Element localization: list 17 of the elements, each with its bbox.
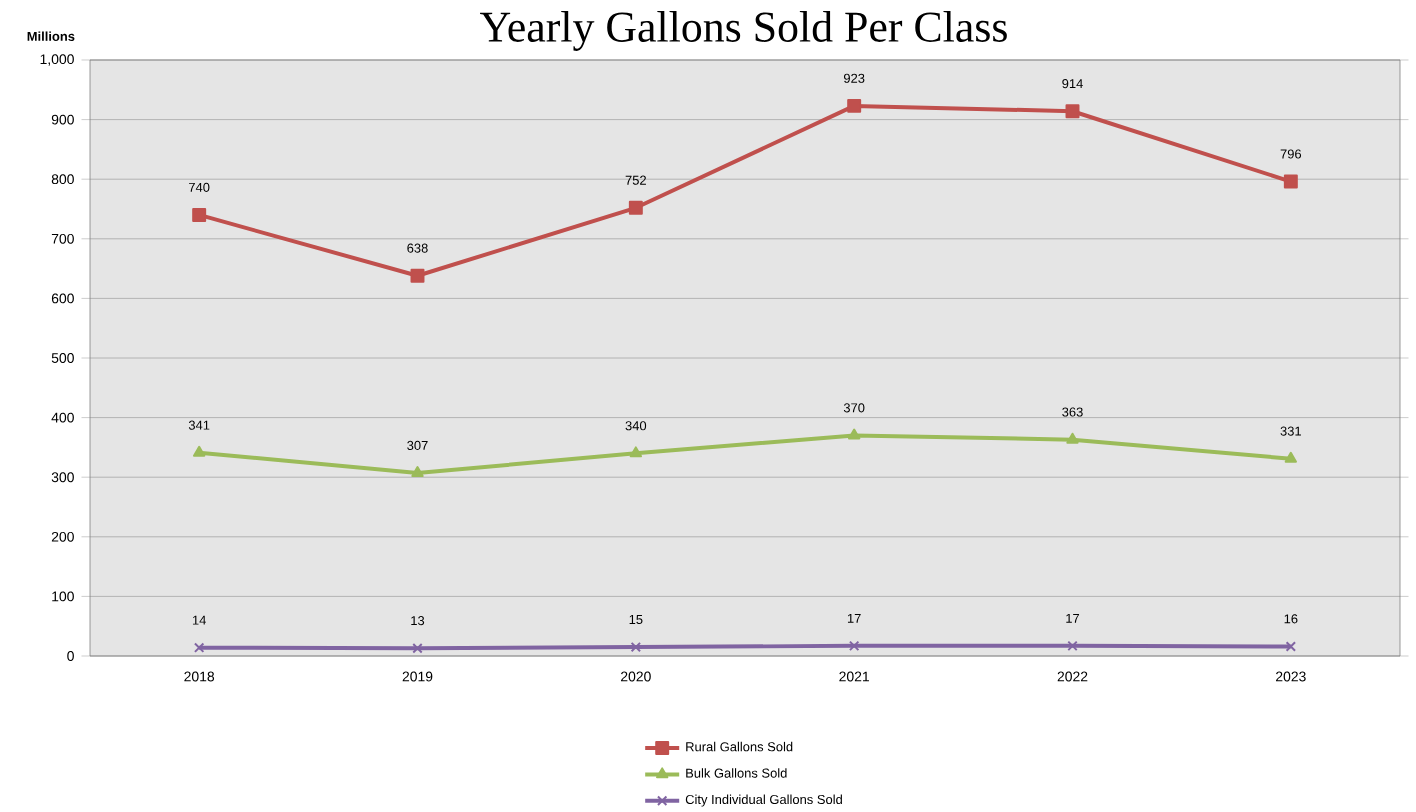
- point: [630, 641, 642, 653]
- chart-title: Yearly Gallons Sold Per Class: [480, 11, 1007, 51]
- point: [192, 207, 207, 222]
- point: [628, 200, 643, 215]
- point: [848, 640, 860, 652]
- point: [847, 428, 861, 440]
- point: [1067, 640, 1078, 652]
- point: [410, 268, 425, 283]
- point: [1283, 174, 1298, 189]
- point: [847, 98, 862, 113]
- point: [411, 466, 424, 478]
- point: [412, 643, 423, 654]
- point: [629, 446, 643, 458]
- point: [192, 445, 206, 457]
- point: [1066, 432, 1079, 444]
- point: [1065, 104, 1080, 119]
- point: [1284, 451, 1298, 463]
